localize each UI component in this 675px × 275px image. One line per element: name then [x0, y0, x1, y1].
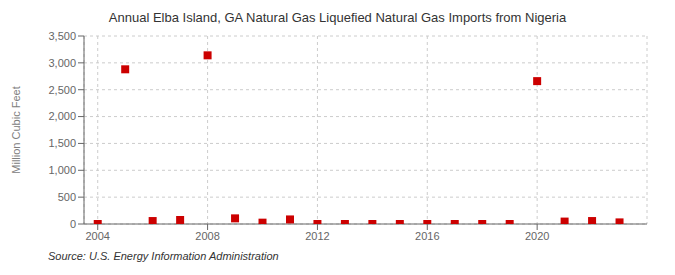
svg-text:500: 500 — [58, 191, 76, 203]
html-text:Source: U.S. Energy Informatio: Source: U.S. Energy Information Administ… — [48, 250, 279, 262]
html-text:Annual Elba Island, GA Natural: Annual Elba Island, GA Natural Gas Lique… — [108, 10, 567, 25]
svg-text:2004: 2004 — [85, 230, 109, 242]
svg-text:1,500: 1,500 — [48, 137, 76, 149]
svg-text:1,000: 1,000 — [48, 164, 76, 176]
svg-text:3,500: 3,500 — [48, 30, 76, 42]
svg-text:2008: 2008 — [195, 230, 219, 242]
svg-text:3,000: 3,000 — [48, 57, 76, 69]
svg-text:Million Cubic Feet: Million Cubic Feet — [10, 86, 22, 173]
svg-text:0: 0 — [70, 218, 76, 230]
svg-text:2020: 2020 — [525, 230, 549, 242]
svg-text:2012: 2012 — [305, 230, 329, 242]
svg-text:2,000: 2,000 — [48, 110, 76, 122]
svg-text:2,500: 2,500 — [48, 84, 76, 96]
svg-text:2016: 2016 — [415, 230, 439, 242]
